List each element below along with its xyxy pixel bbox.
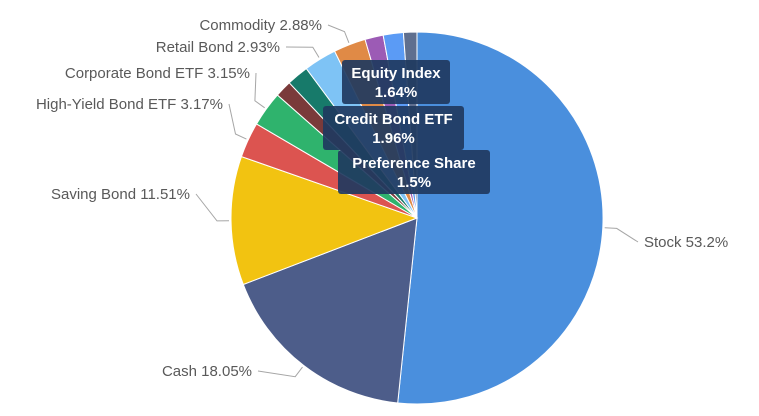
data-label-retail-bond: Retail Bond 2.93%	[156, 39, 280, 56]
label-value-preference-share: 1.5%	[397, 174, 431, 191]
data-label-high-yield-bond-etf: High-Yield Bond ETF 3.17%	[36, 96, 223, 113]
data-label-corporate-bond-etf: Corporate Bond ETF 3.15%	[65, 65, 250, 82]
label-name-credit-bond-etf: Credit Bond ETF	[334, 111, 452, 128]
leader-line-retail-bond	[285, 46, 320, 58]
data-label-cash: Cash 18.05%	[162, 363, 252, 380]
label-value-credit-bond-etf: 1.96%	[372, 130, 415, 147]
data-label-saving-bond: Saving Bond 11.51%	[51, 186, 190, 203]
label-box-preference-share	[338, 150, 490, 194]
data-label-commodity: Commodity 2.88%	[199, 17, 322, 34]
leader-line-corporate-bond-etf	[254, 72, 265, 109]
leader-line-stock	[604, 227, 639, 243]
label-name-preference-share: Preference Share	[352, 155, 475, 172]
label-name-equity-index: Equity Index	[351, 65, 441, 82]
pie-slice-saving-bond	[230, 155, 419, 286]
data-label-credit-bond-etf: Credit Bond ETF 1.96%	[323, 106, 464, 150]
pie-slice-cash	[242, 217, 418, 404]
label-box-equity-index	[342, 60, 450, 104]
data-label-equity-index: Equity Index 1.64%	[342, 60, 450, 104]
label-value-equity-index: 1.64%	[375, 84, 418, 101]
leader-line-saving-bond	[195, 193, 230, 222]
leader-line-commodity	[327, 24, 350, 43]
leader-line-high-yield-bond-etf	[228, 103, 247, 140]
leader-line-cash	[257, 366, 303, 378]
label-box-credit-bond-etf	[323, 106, 464, 150]
data-label-stock: Stock 53.2%	[644, 234, 728, 251]
data-label-preference-share: Preference Share 1.5%	[338, 150, 490, 194]
